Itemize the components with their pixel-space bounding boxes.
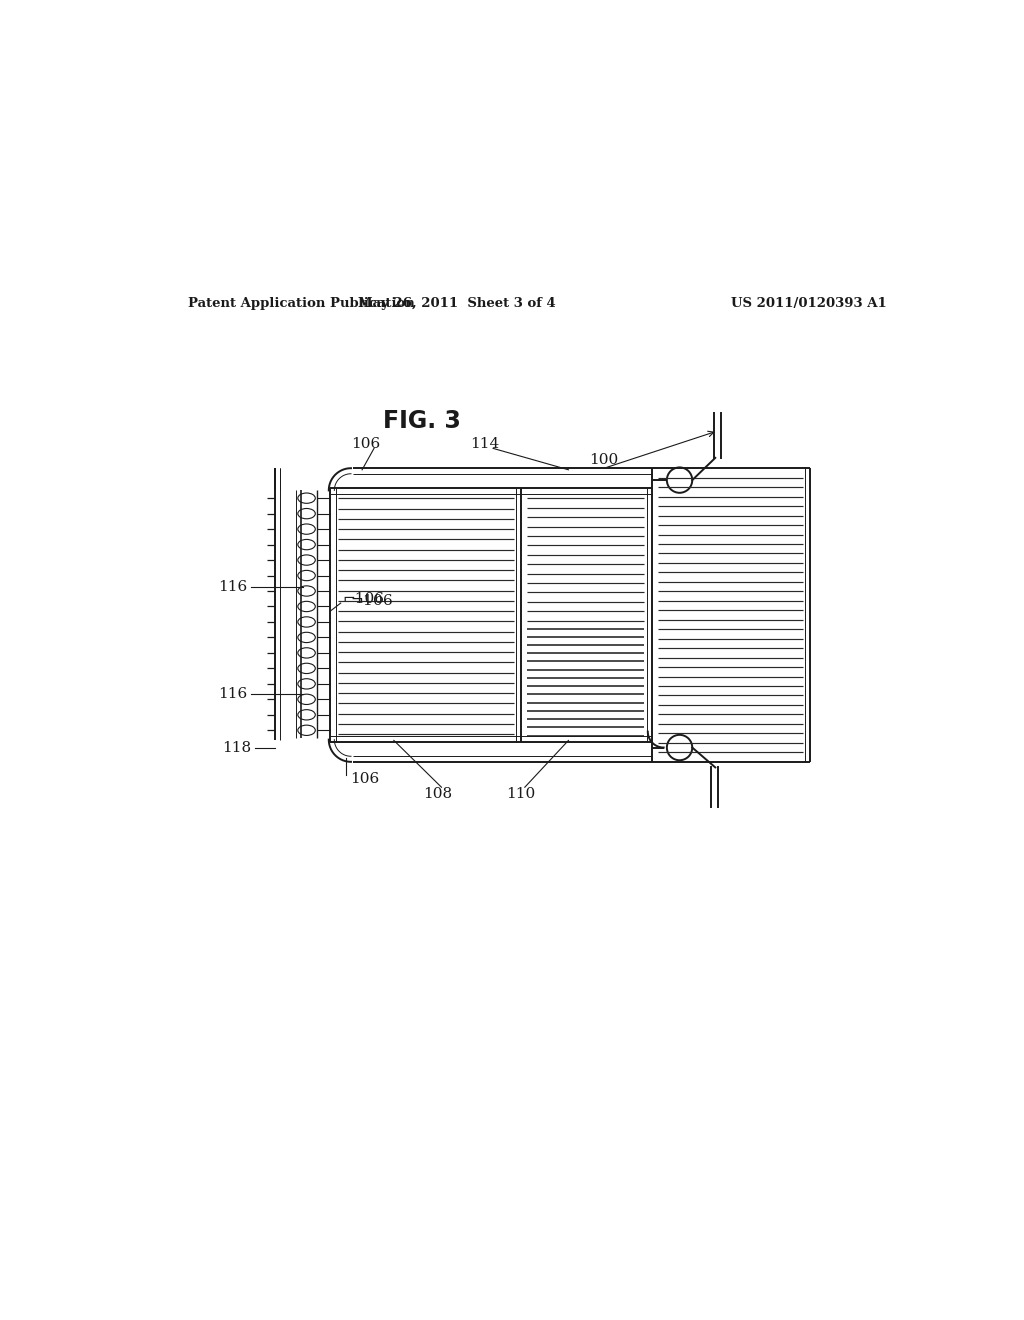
Text: Patent Application Publication: Patent Application Publication <box>187 297 415 310</box>
Text: 110: 110 <box>506 787 536 800</box>
Text: 114: 114 <box>470 437 500 451</box>
Text: US 2011/0120393 A1: US 2011/0120393 A1 <box>731 297 887 310</box>
Text: 100: 100 <box>590 453 618 467</box>
Text: 106: 106 <box>351 437 381 451</box>
Text: May 26, 2011  Sheet 3 of 4: May 26, 2011 Sheet 3 of 4 <box>358 297 556 310</box>
Text: 106: 106 <box>350 772 380 787</box>
Text: ⌐106: ⌐106 <box>342 593 384 606</box>
Text: 118: 118 <box>222 741 251 755</box>
Text: 108: 108 <box>423 787 452 800</box>
Text: 116: 116 <box>218 688 247 701</box>
Text: 116: 116 <box>218 581 247 594</box>
Text: FIG. 3: FIG. 3 <box>383 409 461 433</box>
Text: $\neg$106: $\neg$106 <box>350 593 393 609</box>
